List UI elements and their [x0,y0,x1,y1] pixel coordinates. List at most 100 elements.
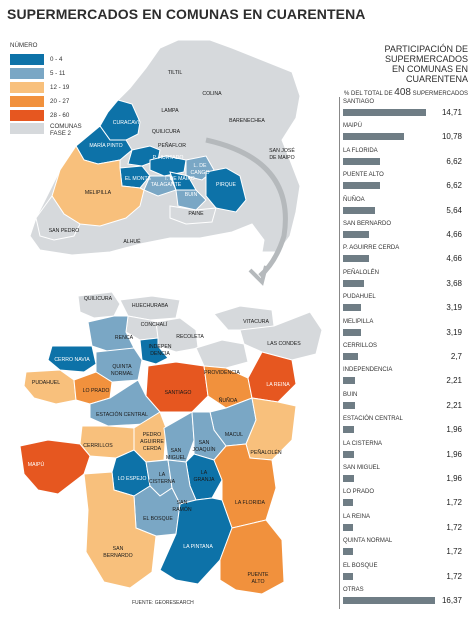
bar [343,523,353,531]
legend-gray-line2: FASE 2 [50,130,71,137]
bar-row: BUIN 2,21 [339,390,462,412]
legend-item-gray: COMUNAS FASE 2 [10,123,82,137]
commune-cerro-navia [47,345,97,373]
commune-santiago [145,361,209,413]
bar-row: PUENTE ALTO 6,62 [339,170,462,192]
svg-text:LO ESPEJO: LO ESPEJO [118,476,147,482]
region-buin [175,189,207,211]
legend-swatch [10,95,44,107]
legend-item: 0 - 4 [10,53,82,65]
svg-text:NORMAL: NORMAL [111,371,133,377]
bar-label: PUDAHUEL [343,294,376,301]
svg-text:LA FLORIDA: LA FLORIDA [235,500,266,506]
svg-text:LA: LA [201,470,208,476]
svg-text:LAS CONDES: LAS CONDES [267,341,301,347]
zoom-arrow [205,137,288,286]
svg-text:JOAQUÍN: JOAQUÍN [192,446,215,453]
commune-puente-alto [219,519,285,595]
svg-text:DENCIA: DENCIA [150,351,170,357]
bar-chart: SANTIAGO 14,71 MAIPÚ 10,78 LA FLORIDA 6,62 PUE… [339,97,462,610]
bar [343,499,353,507]
bar-label: EL BOSQUE [343,562,378,569]
chart-heading-line1: PARTICIPACIÓN DE SUPERMERCADOS [384,44,468,64]
bar-value: 14,71 [441,108,462,117]
subtitle-number: 408 [394,87,411,98]
svg-text:SAN: SAN [113,546,124,552]
bar [343,279,364,287]
legend-label: 20 - 27 [50,97,70,105]
legend-label: 28 - 60 [50,111,70,119]
svg-text:SAN PEDRO: SAN PEDRO [49,228,80,234]
svg-text:QUILICURA: QUILICURA [84,296,113,302]
svg-text:CERDA: CERDA [143,446,162,452]
bar-value: 1,72 [446,522,462,532]
svg-text:SAN JOSÉ: SAN JOSÉ [269,147,295,154]
bar-value: 6,62 [446,156,462,166]
chart-axis-line [339,97,340,609]
bar [343,450,354,458]
svg-text:PROVIDENCIA: PROVIDENCIA [204,370,240,376]
commune-providencia [195,339,249,369]
commune-vitacura [213,305,275,331]
svg-text:ALHUÉ: ALHUÉ [123,238,141,245]
bar [343,255,370,263]
bar-row: LO PRADO 1,72 [339,487,462,509]
legend-title: NÚMERO [10,42,38,49]
commune-san-miguel [163,411,195,463]
bar-value: 4,66 [446,230,462,239]
bar-value: 10,78 [441,132,462,142]
bar [343,475,354,482]
region-p-hurtado [149,155,187,177]
bar-label: P. AGUIRRE CERDA [343,245,400,252]
bar-row: P. AGUIRRE CERDA 4,66 [339,243,462,265]
bar [343,206,375,214]
bar [343,328,361,336]
svg-text:ESTACIÓN CENTRAL: ESTACIÓN CENTRAL [96,411,148,418]
map-legend: NÚMERO 0 - 4 5 - 11 12 - 19 20 - 27 28 -… [10,42,82,137]
bar-row: MAIPÚ 10,78 [339,121,462,143]
svg-text:LA: LA [159,472,166,478]
page-title: SUPERMERCADOS EN COMUNAS EN CUARENTENA [7,6,366,22]
svg-text:MARÍA PINTO: MARÍA PINTO [89,142,122,149]
commune-pudahuel [23,369,77,405]
bar-label: BUIN [343,391,358,398]
svg-text:CURACAVÍ: CURACAVÍ [113,119,140,126]
svg-text:P. HURTADO: P. HURTADO [153,155,184,161]
svg-text:LO PRADO: LO PRADO [83,388,110,394]
bar [343,572,353,580]
svg-text:SANTIAGO: SANTIAGO [165,390,192,396]
bar [343,426,354,434]
commune-la-florida [213,443,277,529]
bar-label: OTRAS [343,587,364,593]
chart-header: PARTICIPACIÓN DE SUPERMERCADOS EN COMUNA… [336,44,468,98]
bar-value: 3,19 [446,327,462,337]
bar-value: 1,96 [446,474,462,483]
region-map [29,39,301,256]
svg-text:PEDRO: PEDRO [143,432,161,438]
svg-text:TALAGANTE: TALAGANTE [151,182,182,188]
svg-text:PEÑALOLÉN: PEÑALOLÉN [250,449,281,456]
legend-item: 5 - 11 [10,67,82,79]
bar [343,157,381,165]
svg-text:CONCHALÍ: CONCHALÍ [141,321,168,328]
bar-value: 2,21 [446,400,462,410]
svg-text:LAMPA: LAMPA [161,108,179,114]
bar-label: MELIPILLA [343,318,374,325]
city-map [19,291,323,595]
bar-label: LA REINA [343,513,371,520]
svg-text:PIRQUE: PIRQUE [216,182,236,188]
bar-label: INDEPENDENCIA [343,367,393,374]
svg-text:PEÑAFLOR: PEÑAFLOR [158,142,186,149]
bar [343,401,356,409]
svg-text:TILTIL: TILTIL [168,70,183,76]
svg-text:PAINE: PAINE [188,211,204,217]
svg-text:LA REINA: LA REINA [266,382,290,388]
subtitle-pre: % DEL TOTAL DE [344,91,393,97]
legend-gray-line1: COMUNAS [50,123,82,130]
commune-la-reina [247,351,297,403]
bar-label: QUINTA NORMAL [343,538,393,545]
bar-value: 6,62 [446,181,462,191]
bar-value: 4,66 [446,254,462,264]
svg-text:QUINTA: QUINTA [112,364,132,370]
commune-san-bernardo [83,471,157,589]
